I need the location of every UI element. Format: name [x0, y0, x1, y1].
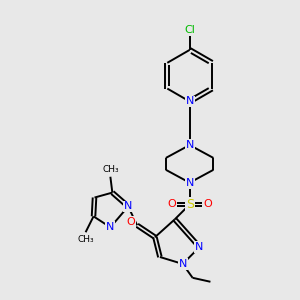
Text: N: N — [195, 242, 204, 252]
Text: N: N — [185, 97, 194, 106]
Text: N: N — [106, 222, 115, 232]
Text: O: O — [167, 200, 176, 209]
Text: Cl: Cl — [184, 25, 195, 35]
Text: O: O — [127, 217, 136, 227]
Text: S: S — [186, 198, 194, 211]
Text: N: N — [124, 202, 132, 212]
Text: N: N — [185, 140, 194, 150]
Text: CH₃: CH₃ — [77, 235, 94, 244]
Text: N: N — [185, 178, 194, 188]
Text: CH₃: CH₃ — [102, 165, 119, 174]
Text: O: O — [203, 200, 212, 209]
Text: N: N — [178, 259, 187, 269]
